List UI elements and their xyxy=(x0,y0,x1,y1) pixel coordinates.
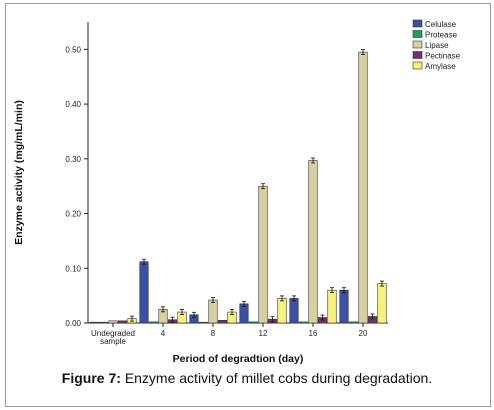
bar-celulase xyxy=(289,298,299,324)
bar-pectinase xyxy=(117,320,128,324)
bar-celulase xyxy=(89,321,99,324)
bar-lipase xyxy=(108,320,118,324)
bar-amylase xyxy=(277,298,287,324)
figure-frame xyxy=(5,3,491,407)
legend-swatch-amylase xyxy=(412,61,423,70)
y-tick-label: 0.50 xyxy=(65,45,81,54)
bar-lipase xyxy=(208,299,218,324)
plot-area: 0.00 0.10 0.20 0.30 0.40 0.50 Undegradedsample… xyxy=(65,22,388,346)
y-axis-title: Enzyme activity (mg/mL/min) xyxy=(13,100,25,245)
bar-protease xyxy=(98,321,109,324)
x-tick-label: Undegraded xyxy=(91,329,135,338)
legend-swatch-celulase xyxy=(412,19,423,28)
bar-amylase xyxy=(377,283,387,324)
x-axis-title: Period of degradtion (day) xyxy=(173,353,304,365)
y-tick-label: 0.40 xyxy=(65,100,81,109)
y-tick-label: 0.00 xyxy=(65,319,81,328)
bar-chart: 0.00 0.10 0.20 0.30 0.40 0.50 Undegradedsample… xyxy=(13,19,461,365)
bar-celulase xyxy=(139,261,149,324)
legend-swatch-lipase xyxy=(412,40,423,49)
bar-celulase xyxy=(339,289,349,324)
y-tick-label: 0.30 xyxy=(65,155,81,164)
bar-protease xyxy=(348,321,359,324)
figure-label: Figure 7: xyxy=(61,370,121,386)
legend-swatch-pectinase xyxy=(412,51,423,59)
bar-protease xyxy=(198,321,209,324)
legend-label-amylase: Amylase xyxy=(425,62,456,71)
legend-label-pectinase: Pectinase xyxy=(425,52,461,61)
y-tick-label: 0.10 xyxy=(65,264,81,273)
bar-lipase xyxy=(358,51,368,324)
bar-lipase xyxy=(258,185,268,324)
bar-pectinase xyxy=(217,319,228,324)
legend-label-lipase: Lipase xyxy=(425,41,449,50)
bar-protease xyxy=(148,321,159,324)
x-tick-label: 8 xyxy=(211,329,216,338)
caption-text: Enzyme activity of millet cobs during de… xyxy=(124,370,433,386)
legend-label-protease: Protease xyxy=(425,31,458,40)
x-tick-label: 16 xyxy=(309,329,318,338)
x-tick-label: 20 xyxy=(359,329,368,338)
x-tick-label: 12 xyxy=(259,329,268,338)
bar-lipase xyxy=(308,160,318,324)
bar-protease xyxy=(298,321,309,324)
bar-amylase xyxy=(327,289,337,324)
y-tick-label: 0.20 xyxy=(65,210,81,219)
legend-swatch-protease xyxy=(412,30,423,38)
figure-caption: Figure 7: Enzyme activity of millet cobs… xyxy=(0,370,494,386)
x-tick-label: 4 xyxy=(161,329,166,338)
legend-label-celulase: Celulase xyxy=(425,20,457,29)
x-tick-label: sample xyxy=(100,337,126,346)
bar-protease xyxy=(248,321,259,324)
